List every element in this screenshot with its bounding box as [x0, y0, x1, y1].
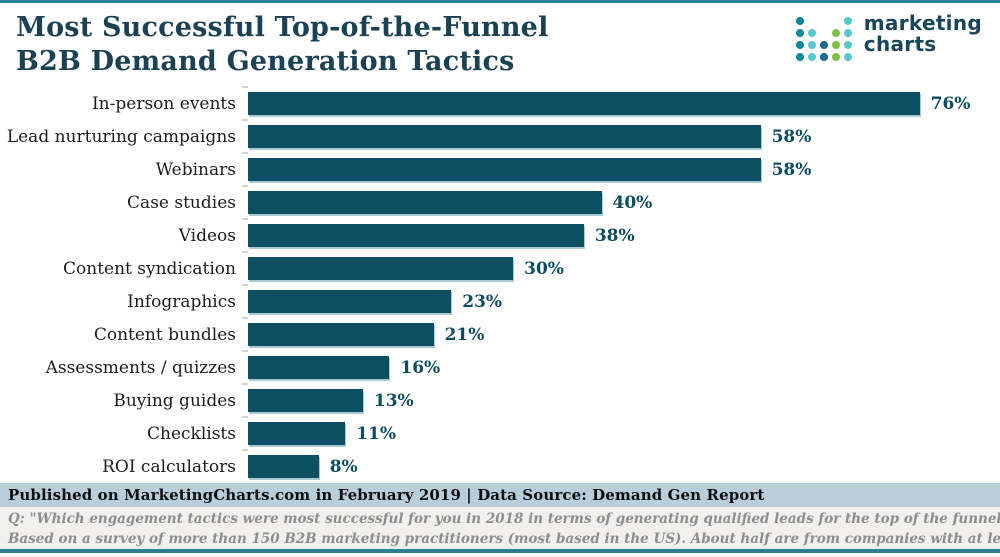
bar-track: 58% [242, 119, 1000, 153]
logo-dot-icon [831, 53, 840, 61]
bar-track: 40% [242, 185, 1000, 219]
bar-row: Webinars 58% [0, 152, 1000, 186]
bar [248, 92, 920, 115]
category-label: Webinars [155, 159, 236, 180]
bar-row: Videos 38% [0, 218, 1000, 252]
bar-value-label: 40% [612, 192, 653, 213]
category-label: Content bundles [93, 324, 236, 345]
category-label: ROI calculators [102, 456, 236, 477]
logo-dot-icon [807, 53, 816, 61]
bar-row: Content bundles 21% [0, 317, 1000, 351]
logo-wordmark: marketing charts [864, 13, 982, 55]
footnote-methodology: Based on a survey of more than 150 B2B m… [8, 530, 1000, 547]
logo-dot-icon [831, 41, 840, 49]
logo-dot-empty [820, 29, 828, 37]
bar-track: 76% [242, 86, 1000, 120]
footnotes: Q: "Which engagement tactics were most s… [0, 507, 1000, 553]
bar-track: 8% [242, 449, 1000, 483]
category-label: Buying guides [113, 390, 236, 411]
bar-chart: In-person events 76% Lead nurturing campai… [0, 86, 1000, 483]
chart-title-line2: B2B Demand Generation Tactics [16, 45, 515, 77]
bar [248, 422, 346, 445]
logo-dot-icon [831, 29, 840, 37]
logo-dot-icon [795, 29, 804, 37]
category-label: Lead nurturing campaigns [6, 126, 236, 147]
bar-value-label: 8% [329, 456, 358, 477]
bar [248, 389, 363, 412]
bar-value-label: 30% [524, 258, 564, 279]
source-text: Published on MarketingCharts.com in Febr… [8, 486, 765, 504]
bar-row: Assessments / quizzes 16% [0, 350, 1000, 384]
logo-dot-icon [819, 53, 828, 61]
logo-dot-icon [843, 17, 852, 25]
category-label: Checklists [147, 423, 236, 444]
bar-row: Buying guides 13% [0, 383, 1000, 417]
bar-row: Content syndication 30% [0, 251, 1000, 285]
category-label: Content syndication [63, 258, 236, 279]
bar-track: 21% [242, 317, 1000, 351]
category-label: Case studies [127, 192, 236, 213]
bar-value-label: 16% [400, 357, 441, 378]
category-label: Assessments / quizzes [45, 357, 236, 378]
bar-value-label: 21% [444, 324, 485, 345]
bar-value-label: 58% [771, 126, 812, 147]
bar-value-label: 11% [356, 423, 397, 444]
bar-value-label: 76% [930, 93, 971, 114]
bar-value-label: 38% [594, 225, 635, 246]
chart-title-line1: Most Successful Top-of-the-Funnel [16, 12, 549, 43]
bar-row: Case studies 40% [0, 185, 1000, 219]
source-band: Published on MarketingCharts.com in Febr… [0, 483, 1000, 507]
bar-track: 13% [242, 383, 1000, 417]
bar-value-label: 58% [771, 159, 812, 180]
bar-row: ROI calculators 8% [0, 449, 1000, 483]
logo-dot-empty [820, 17, 828, 25]
bar-track: 16% [242, 350, 1000, 384]
category-label: Videos [178, 225, 236, 246]
logo-dot-icon [795, 53, 804, 61]
logo-dot-icon [807, 29, 816, 37]
bar-value-label: 23% [462, 291, 503, 312]
bar-row: In-person events 76% [0, 86, 1000, 120]
bar-row: Checklists 11% [0, 416, 1000, 450]
logo-dot-empty [808, 17, 816, 25]
logo-dot-icon [843, 29, 852, 37]
logo-dots-icon [795, 17, 852, 61]
logo-dot-empty [832, 17, 840, 25]
logo-dot-icon [807, 41, 816, 49]
bar-value-label: 13% [373, 390, 414, 411]
footnote-question: Q: "Which engagement tactics were most s… [8, 511, 1000, 527]
category-label: In-person events [91, 93, 236, 114]
bar [248, 257, 514, 280]
bar [248, 455, 319, 478]
logo-text-line2: charts [863, 32, 937, 56]
bar [248, 290, 452, 313]
bar [248, 158, 761, 181]
header: Most Successful Top-of-the-Funnel B2B De… [0, 3, 1000, 87]
bar-row: Infographics 23% [0, 284, 1000, 318]
bar-track: 11% [242, 416, 1000, 450]
logo-dot-icon [843, 41, 852, 49]
bar [248, 323, 434, 346]
chart-title: Most Successful Top-of-the-Funnel B2B De… [16, 11, 982, 79]
bar-row: Lead nurturing campaigns 58% [0, 119, 1000, 153]
logo-dot-icon [795, 41, 804, 49]
bar-track: 58% [242, 152, 1000, 186]
bar [248, 125, 761, 148]
bar [248, 356, 390, 379]
bar-track: 30% [242, 251, 1000, 285]
bar [248, 191, 602, 214]
marketing-charts-logo: marketing charts [795, 13, 982, 61]
logo-text-line1: marketing [863, 11, 982, 35]
bar [248, 224, 584, 247]
bar-track: 38% [242, 218, 1000, 252]
logo-dot-icon [795, 17, 804, 25]
logo-dot-icon [843, 53, 852, 61]
category-label: Infographics [127, 291, 236, 312]
bar-track: 23% [242, 284, 1000, 318]
logo-dot-icon [819, 41, 828, 49]
